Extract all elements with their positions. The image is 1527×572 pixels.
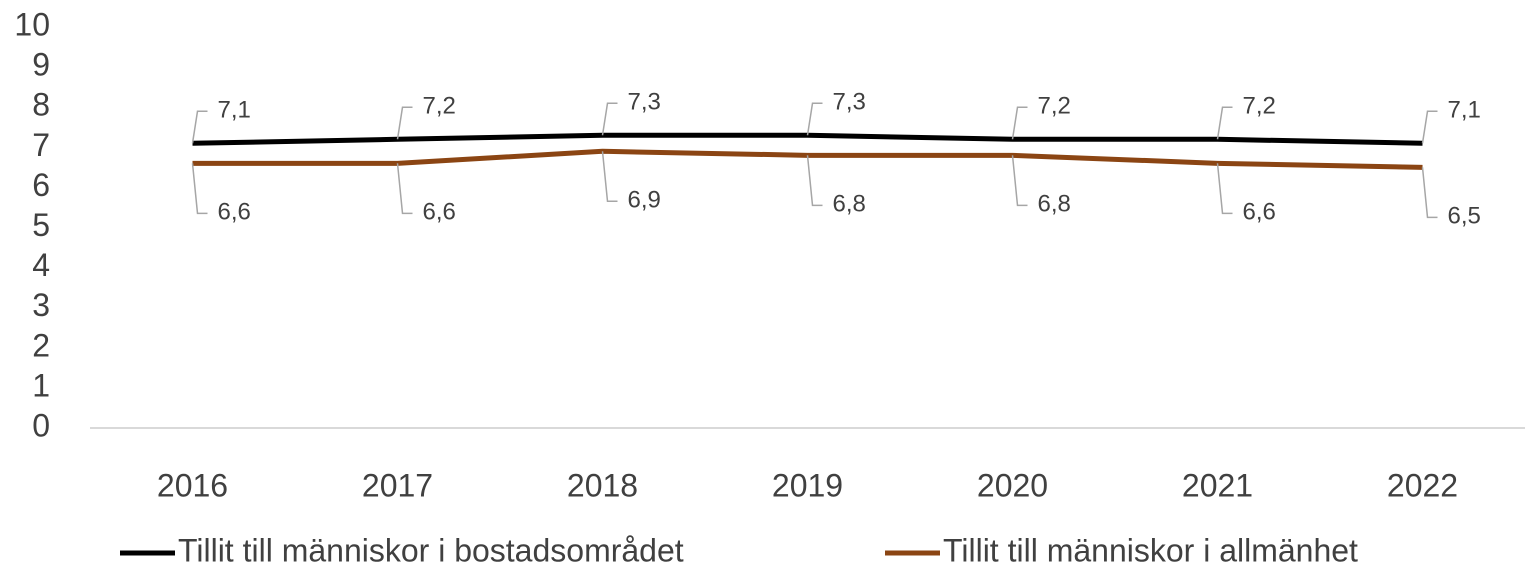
legend-label: Tillit till människor i bostadsområdet bbox=[178, 532, 684, 568]
y-tick-label: 6 bbox=[32, 167, 50, 203]
leader-line bbox=[1421, 110, 1438, 144]
data-label: 6,9 bbox=[628, 187, 661, 214]
y-tick-label: 7 bbox=[32, 127, 50, 163]
data-label: 6,6 bbox=[1243, 199, 1276, 226]
y-tick-label: 1 bbox=[32, 367, 50, 403]
data-label: 7,1 bbox=[218, 97, 251, 124]
data-label: 7,2 bbox=[423, 93, 456, 120]
data-label: 6,8 bbox=[1038, 191, 1071, 218]
leader-line bbox=[396, 163, 413, 215]
leader-line bbox=[601, 102, 618, 136]
data-label: 7,3 bbox=[833, 89, 866, 116]
leader-line bbox=[1421, 167, 1438, 219]
x-tick-label: 2021 bbox=[1182, 467, 1253, 503]
leader-line bbox=[601, 151, 618, 203]
x-tick-label: 2022 bbox=[1387, 467, 1458, 503]
data-label: 7,1 bbox=[1448, 97, 1481, 124]
x-tick-label: 2018 bbox=[567, 467, 638, 503]
leader-line bbox=[806, 102, 823, 136]
leader-line bbox=[191, 163, 208, 215]
y-tick-label: 5 bbox=[32, 207, 50, 243]
y-tick-label: 9 bbox=[32, 47, 50, 83]
y-tick-label: 8 bbox=[32, 87, 50, 123]
leader-line bbox=[1216, 106, 1233, 140]
leader-line bbox=[191, 110, 208, 144]
x-tick-label: 2020 bbox=[977, 467, 1048, 503]
leader-line bbox=[396, 106, 413, 140]
y-tick-label: 2 bbox=[32, 327, 50, 363]
leader-line bbox=[806, 155, 823, 207]
y-tick-label: 10 bbox=[14, 6, 50, 42]
data-label: 7,3 bbox=[628, 89, 661, 116]
data-label: 6,8 bbox=[833, 191, 866, 218]
data-label: 6,6 bbox=[218, 199, 251, 226]
data-label: 7,2 bbox=[1038, 93, 1071, 120]
x-tick-label: 2017 bbox=[362, 467, 433, 503]
y-tick-label: 0 bbox=[32, 407, 50, 443]
leader-line bbox=[1011, 155, 1028, 207]
data-label: 6,5 bbox=[1448, 203, 1481, 230]
data-label: 6,6 bbox=[423, 199, 456, 226]
leader-line bbox=[1216, 163, 1233, 215]
x-tick-label: 2019 bbox=[772, 467, 843, 503]
data-label: 7,2 bbox=[1243, 93, 1276, 120]
x-tick-label: 2016 bbox=[157, 467, 228, 503]
leader-line bbox=[1011, 106, 1028, 140]
y-tick-label: 4 bbox=[32, 247, 50, 283]
legend-label: Tillit till människor i allmänhet bbox=[943, 532, 1358, 568]
y-tick-label: 3 bbox=[32, 287, 50, 323]
series-line bbox=[192, 132, 1423, 146]
